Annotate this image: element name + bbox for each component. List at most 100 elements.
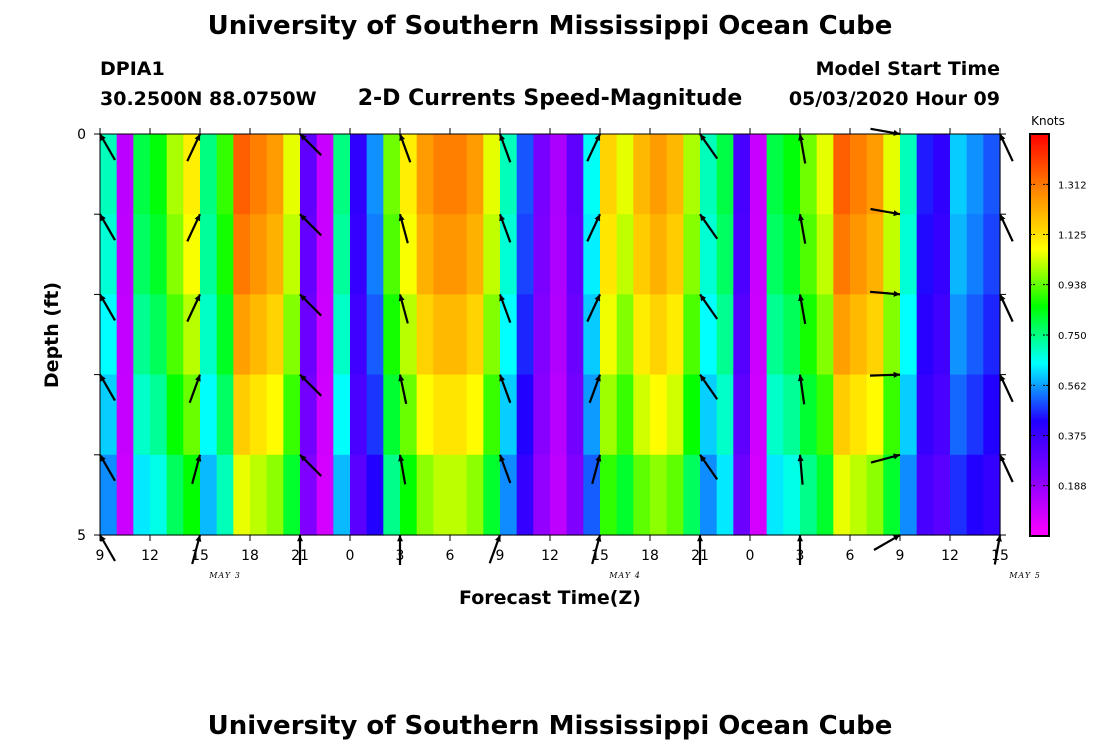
current-arrow [586,293,601,323]
current-arrow [498,454,512,484]
current-arrow [488,534,502,564]
current-arrow [869,371,901,378]
heatmap-cell [200,294,218,376]
heatmap-cell [100,454,118,536]
current-arrow [588,374,602,404]
heatmap-cell [600,454,618,536]
current-arrow [99,454,116,482]
x-tick-label: 6 [846,548,855,564]
heatmap-cell [233,294,251,376]
x-tick-label: 9 [96,548,105,564]
x-axis: 9 12 15 18 21 0 3 6 9 12 15 18 21 0 3 6 9 12 15 MAY 3 MAY 4 M… [96,128,1041,580]
current-arrow [299,373,322,397]
heatmap-cell [766,294,784,376]
colorbar-ticks: 0.188 0.375 0.562 0.750 0.938 1.125 1.312 [1030,180,1087,493]
heatmap-cell [650,214,668,295]
heatmap-cell [583,374,601,456]
current-arrow [186,293,201,323]
heatmap-cell [566,214,584,295]
heatmap-cell [866,134,884,215]
current-arrow [186,133,201,162]
heatmap-cell [866,214,884,295]
heatmap-cell [766,374,784,456]
heatmap-cell [316,294,334,376]
heatmap-cell [983,214,1001,295]
heatmap-cell [716,214,734,295]
heatmap-cell [133,214,151,295]
heatmap-cell [950,134,968,215]
heatmap-cell [250,214,268,295]
heatmap-cell [750,454,768,536]
heatmap-cell [783,294,801,376]
heatmap-cell [816,134,834,215]
heatmap-cell [183,134,201,215]
heatmap-cell [483,454,501,536]
current-arrow [699,373,719,400]
heatmap-cell [233,454,251,536]
heatmap-cell [983,134,1001,215]
current-arrow [398,133,412,163]
heatmap-cell [900,454,918,536]
heatmap-cell [500,374,518,456]
current-arrow [191,454,202,485]
heatmap-cell [450,374,468,456]
x-tick-label: 15 [591,548,609,564]
colorbar-tick-label: 0.375 [1058,432,1087,443]
heatmap-cell [616,374,634,456]
current-arrow [586,213,601,242]
heatmap-cell [783,214,801,295]
heatmap-cell [250,454,268,536]
heatmap-cell [733,454,751,536]
heatmap-cell [583,134,601,215]
x-tick-label: 6 [446,548,455,564]
current-arrow [398,294,409,324]
heatmap-cell [633,134,651,215]
heatmap-cell [966,374,984,456]
date-label: MAY 5 [1008,571,1041,580]
heatmap-cell [383,374,401,456]
heatmap-cell [766,134,784,215]
y-tick-label: 5 [77,528,86,544]
x-tick-label: 21 [291,548,309,564]
current-arrow [99,534,116,562]
heatmap-cell [116,134,134,215]
heatmap-cell [683,374,701,456]
heatmap-cell [383,214,401,295]
heatmap-cell [883,454,901,536]
heatmap-cell [233,214,251,295]
heatmap-cell [300,134,318,215]
current-arrow [699,454,719,481]
heatmap-cell [333,454,351,536]
heatmap-cell [716,294,734,376]
heatmap-cell [416,134,434,215]
current-arrow [99,374,116,402]
current-arrow [299,454,322,477]
heatmap-cell [466,134,484,215]
heatmap-cell [483,214,501,295]
current-arrow [699,213,719,240]
current-arrow [188,374,202,404]
heatmap-cell [166,374,184,456]
heatmap-cell [183,294,201,376]
heatmap-cell [933,134,951,215]
heatmap-cell [833,134,851,215]
heatmap-cell [100,214,118,295]
x-tick-label: 21 [691,548,709,564]
current-arrow [797,454,804,485]
current-arrow [498,374,512,404]
colorbar-tick-label: 1.125 [1058,231,1087,242]
heatmap-cell [183,454,201,536]
heatmap-cell [583,454,601,536]
footer-title: University of Southern Mississippi Ocean… [208,711,893,741]
x-tick-label: 12 [141,548,159,564]
date-label: MAY 3 [208,571,241,580]
heatmap-cell [883,294,901,376]
heatmap-cell [600,134,618,215]
x-axis-label: Forecast Time(Z) [459,587,641,609]
heatmap-cell [950,294,968,376]
heatmap-cell [200,214,218,295]
heatmap-cell [650,454,668,536]
current-arrow [299,213,322,237]
heatmap-cell [300,374,318,456]
